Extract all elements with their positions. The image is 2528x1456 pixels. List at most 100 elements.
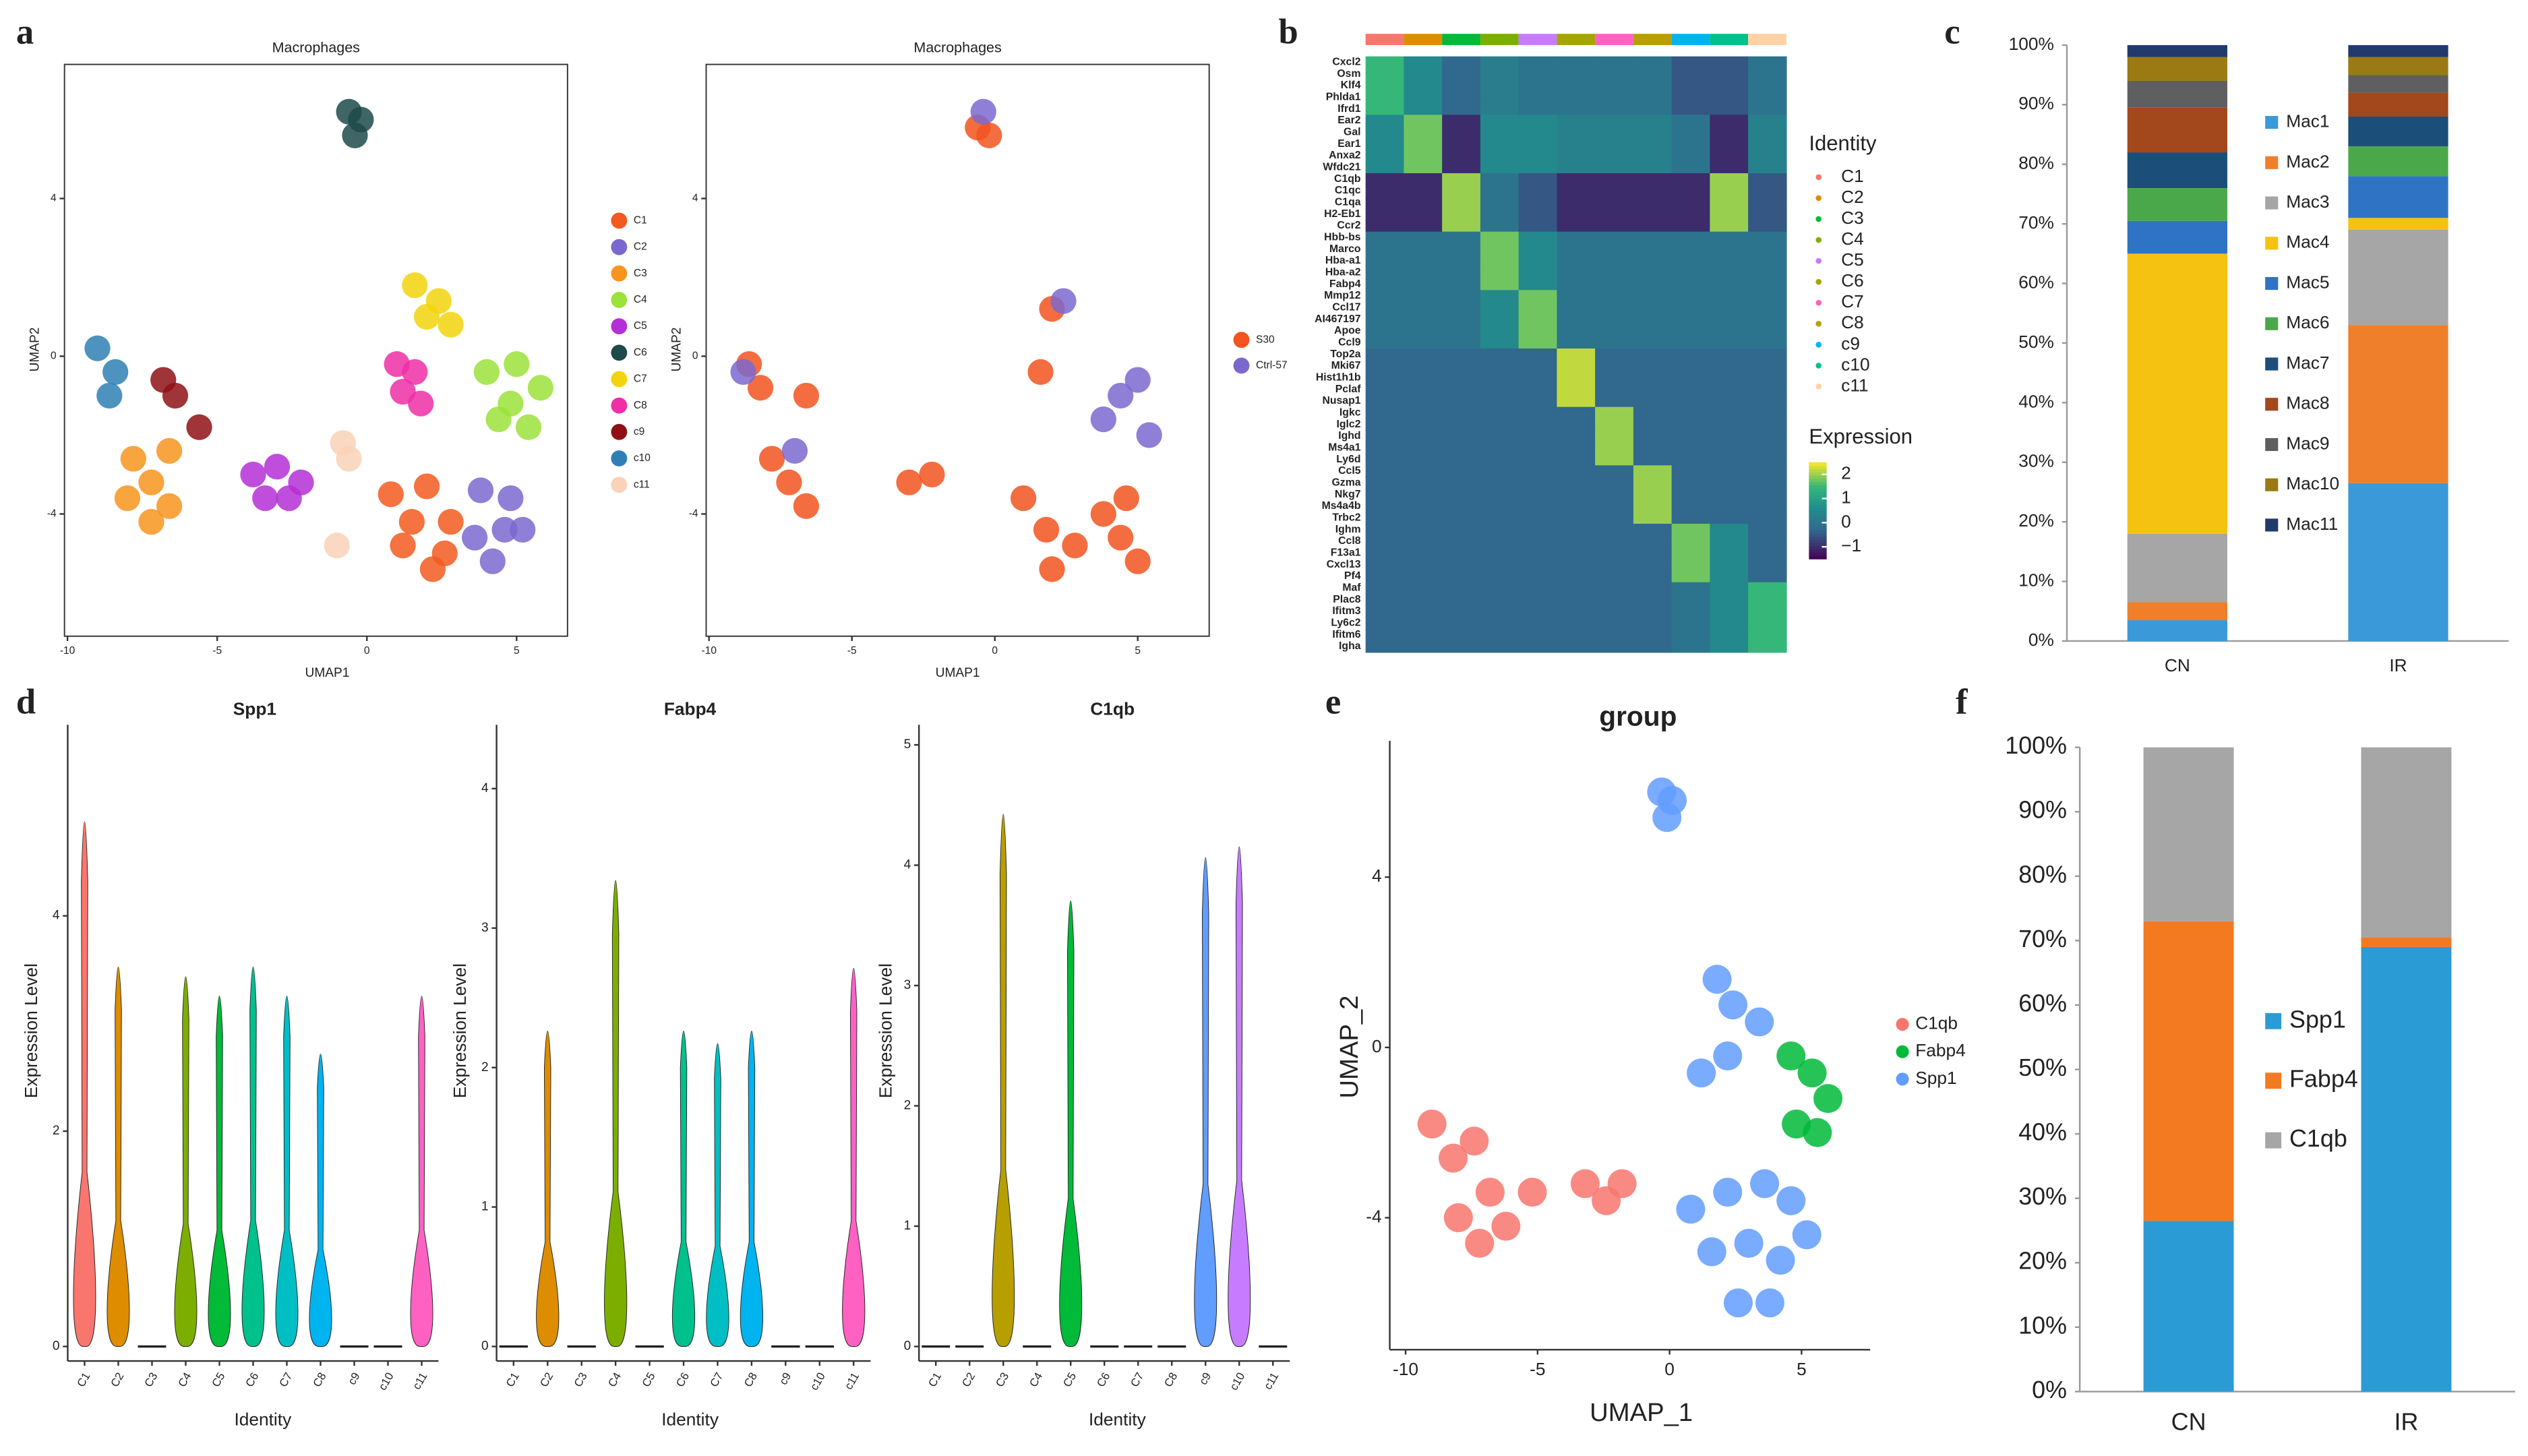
heatmap-cell xyxy=(1404,126,1443,139)
violin xyxy=(842,968,866,1347)
heatmap-cell xyxy=(1557,173,1596,186)
heatmap-cell xyxy=(1365,325,1405,338)
x-tick-label: c11 xyxy=(842,1370,862,1392)
y-tick-label: 4 xyxy=(692,193,698,204)
heatmap-cell xyxy=(1710,91,1749,104)
heatmap-cell xyxy=(1442,208,1481,221)
heatmap-cell xyxy=(1365,115,1405,127)
heatmap-cell xyxy=(1633,454,1673,466)
heatmap-cell xyxy=(1710,371,1749,384)
heatmap-cell xyxy=(1633,477,1673,489)
heatmap-cell xyxy=(1557,325,1596,338)
heatmap-cell xyxy=(1480,138,1519,151)
heatmap-cell xyxy=(1365,313,1405,326)
colorbar-step xyxy=(1809,487,1827,492)
heatmap-cell xyxy=(1748,547,1787,559)
heatmap-cell xyxy=(1480,220,1519,233)
heatmap-cell xyxy=(1480,173,1519,186)
y-tick-label: 100% xyxy=(2005,732,2067,759)
row-label: Ccr2 xyxy=(1337,220,1360,231)
bar-segment xyxy=(2348,229,2448,326)
heatmap-cell xyxy=(1480,547,1519,559)
heatmap-cell xyxy=(1748,442,1787,454)
point xyxy=(1124,548,1151,574)
heatmap-cell xyxy=(1595,220,1634,233)
plot-frame xyxy=(63,63,568,637)
heatmap-cell xyxy=(1671,570,1711,583)
legend-label: C3 xyxy=(1841,208,1864,228)
heatmap-cell xyxy=(1557,582,1596,595)
heatmap-cell xyxy=(1671,231,1711,244)
legend-swatch xyxy=(2265,276,2279,291)
row-label: Phlda1 xyxy=(1326,91,1361,102)
heatmap-cell xyxy=(1748,348,1787,361)
heatmap-cell xyxy=(1365,80,1405,92)
point xyxy=(1033,516,1060,543)
heatmap-cell xyxy=(1518,255,1558,268)
heatmap-cell xyxy=(1480,313,1519,326)
heatmap-cell xyxy=(1480,582,1519,595)
heatmap-cell xyxy=(1442,582,1481,595)
colorbar-step xyxy=(1809,504,1827,508)
heatmap-cell xyxy=(1671,266,1711,279)
point xyxy=(462,524,488,551)
row-label: Apoe xyxy=(1334,325,1361,336)
heatmap-cell xyxy=(1710,500,1749,513)
point xyxy=(1039,556,1065,582)
heatmap-cell xyxy=(1671,255,1711,268)
heatmap-cell xyxy=(1365,196,1405,209)
row-label: Ccl5 xyxy=(1338,465,1361,477)
point xyxy=(120,446,146,472)
point xyxy=(114,485,141,512)
heatmap-cell xyxy=(1595,301,1634,314)
heatmap-cell xyxy=(1365,278,1405,291)
row-label: Ly6d xyxy=(1336,454,1360,465)
legend-label: c9 xyxy=(1841,333,1860,353)
heatmap-cell xyxy=(1710,336,1749,349)
heatmap-cell xyxy=(1442,594,1481,607)
heatmap-cell xyxy=(1633,360,1673,373)
point xyxy=(1813,1084,1843,1114)
colorbar-step xyxy=(1809,491,1827,495)
heatmap-cell xyxy=(1595,348,1634,361)
y-tick-label: 4 xyxy=(1372,866,1382,886)
heatmap-cell xyxy=(1404,301,1443,314)
heatmap-cell xyxy=(1480,442,1519,454)
legend-swatch xyxy=(2265,357,2279,371)
heatmap-cell xyxy=(1404,138,1443,151)
y-tick-label: 4 xyxy=(481,781,489,795)
y-axis-label: UMAP2 xyxy=(670,328,684,372)
heatmap-cell xyxy=(1557,442,1596,454)
point xyxy=(402,272,428,299)
violin xyxy=(73,821,96,1347)
x-tick-label: C5 xyxy=(640,1370,658,1389)
heatmap-cell xyxy=(1557,336,1596,349)
point xyxy=(491,516,518,543)
x-tick-label: 5 xyxy=(1135,645,1141,657)
heatmap-cell xyxy=(1404,185,1443,198)
x-tick-label: C8 xyxy=(742,1370,760,1389)
y-tick-label: 3 xyxy=(904,978,911,992)
y-tick-label: 90% xyxy=(2018,93,2054,113)
legend-label: Fabp4 xyxy=(2289,1066,2358,1093)
legend-label: C1 xyxy=(1841,166,1864,186)
legend-label: C1qb xyxy=(1915,1013,1958,1033)
heatmap-cell xyxy=(1710,243,1749,256)
x-tick-label: c10 xyxy=(808,1370,828,1393)
bar-segment xyxy=(2348,92,2448,117)
heatmap-cell xyxy=(1633,208,1673,221)
legend-swatch xyxy=(1815,384,1822,390)
heatmap-cell xyxy=(1365,395,1405,408)
heatmap-cell xyxy=(1480,115,1519,127)
heatmap-cell xyxy=(1365,290,1405,303)
heatmap-cell xyxy=(1442,570,1481,583)
row-label: Mki67 xyxy=(1331,360,1361,371)
heatmap-cell xyxy=(1404,559,1443,572)
legend-label: Mac5 xyxy=(2286,272,2329,292)
y-tick-label: 70% xyxy=(2018,212,2054,233)
heatmap-cell xyxy=(1633,617,1673,630)
legend-swatch xyxy=(2265,437,2279,452)
point xyxy=(510,516,536,543)
heatmap-cell xyxy=(1633,325,1673,338)
